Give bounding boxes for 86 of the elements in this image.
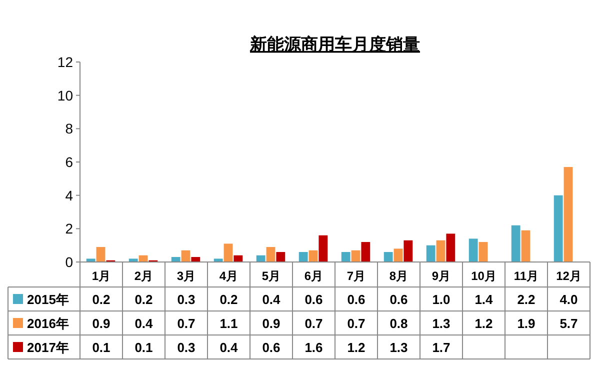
data-label: 0.6 (347, 292, 366, 307)
bar (446, 234, 456, 262)
data-label: 0.2 (134, 292, 153, 307)
data-label: 0.7 (347, 316, 366, 331)
bar (436, 240, 446, 262)
y-tick-label: 4 (65, 187, 74, 204)
data-label: 0.7 (177, 316, 196, 331)
bar (318, 235, 328, 262)
bar (468, 238, 478, 262)
bar (86, 258, 96, 262)
bar (564, 167, 573, 262)
x-tick-label: 12月 (556, 269, 582, 283)
bar (266, 247, 276, 262)
bar (351, 250, 360, 262)
x-tick-label: 8月 (389, 269, 408, 283)
y-tick-label: 2 (65, 220, 74, 237)
data-label: 0.6 (390, 292, 408, 307)
bar (234, 255, 243, 262)
data-label: 2.2 (517, 292, 536, 307)
data-label: 0.8 (390, 316, 408, 331)
bar (511, 225, 520, 262)
bar (426, 245, 436, 262)
data-label: 1.1 (220, 316, 238, 331)
bar (181, 250, 190, 262)
bar (96, 247, 106, 262)
bar (308, 250, 318, 262)
data-label: 0.6 (262, 340, 280, 355)
x-tick-label: 1月 (92, 269, 111, 283)
data-label: 0.3 (177, 292, 196, 307)
x-tick-label: 2月 (134, 269, 154, 283)
legend-label: 2015年 (27, 292, 69, 307)
data-label: 0.2 (92, 292, 110, 307)
bar (128, 258, 138, 262)
data-label: 1.9 (517, 316, 536, 331)
bar (394, 248, 403, 262)
bar (478, 242, 488, 262)
x-tick-label: 10月 (471, 269, 496, 283)
y-tick-label: 10 (57, 87, 74, 104)
bar (361, 242, 370, 262)
data-label: 1.2 (474, 316, 493, 331)
x-tick-label: 5月 (262, 269, 281, 283)
y-tick-label: 12 (57, 54, 74, 70)
data-label: 0.4 (220, 340, 239, 355)
data-label: 0.4 (134, 316, 154, 331)
bar (191, 257, 200, 262)
data-label: 0.7 (304, 316, 323, 331)
bar (384, 252, 393, 262)
legend-label: 2017年 (27, 340, 69, 355)
bar (341, 252, 350, 262)
data-label: 1.3 (432, 316, 450, 331)
data-label: 0.3 (177, 340, 196, 355)
data-label: 1.7 (432, 340, 450, 355)
bar (171, 257, 180, 262)
data-label: 0.9 (262, 316, 280, 331)
chart-title: 新能源商用车月度销量 (249, 35, 420, 54)
y-tick-label: 6 (65, 154, 74, 170)
y-tick-label: 8 (65, 120, 74, 137)
bar (554, 195, 563, 262)
data-label: 0.1 (134, 340, 153, 355)
data-label: 1.0 (432, 292, 450, 307)
legend-label: 2016年 (27, 316, 69, 331)
x-tick-label: 3月 (176, 269, 196, 283)
data-label: 1.6 (304, 340, 323, 355)
data-label: 0.2 (220, 292, 238, 307)
data-label: 1.2 (347, 340, 366, 355)
data-label: 0.1 (92, 340, 110, 355)
data-label: 5.7 (560, 316, 578, 331)
bar (298, 252, 308, 262)
bar (276, 252, 286, 262)
x-tick-label: 4月 (219, 269, 238, 283)
x-tick-label: 9月 (432, 269, 451, 283)
data-label: 0.4 (262, 292, 282, 307)
bar (256, 255, 266, 262)
y-tick-label: 0 (65, 254, 74, 270)
data-label: 0.9 (92, 316, 110, 331)
x-tick-label: 11月 (514, 269, 539, 283)
bar (521, 230, 530, 262)
data-label: 0.6 (304, 292, 323, 307)
bar (404, 240, 413, 262)
data-label: 1.4 (474, 292, 494, 307)
bar (224, 244, 233, 262)
x-tick-label: 7月 (346, 269, 366, 283)
data-label: 4.0 (560, 292, 578, 307)
data-label: 1.3 (390, 340, 408, 355)
x-tick-label: 6月 (304, 269, 324, 283)
bar (214, 258, 223, 262)
